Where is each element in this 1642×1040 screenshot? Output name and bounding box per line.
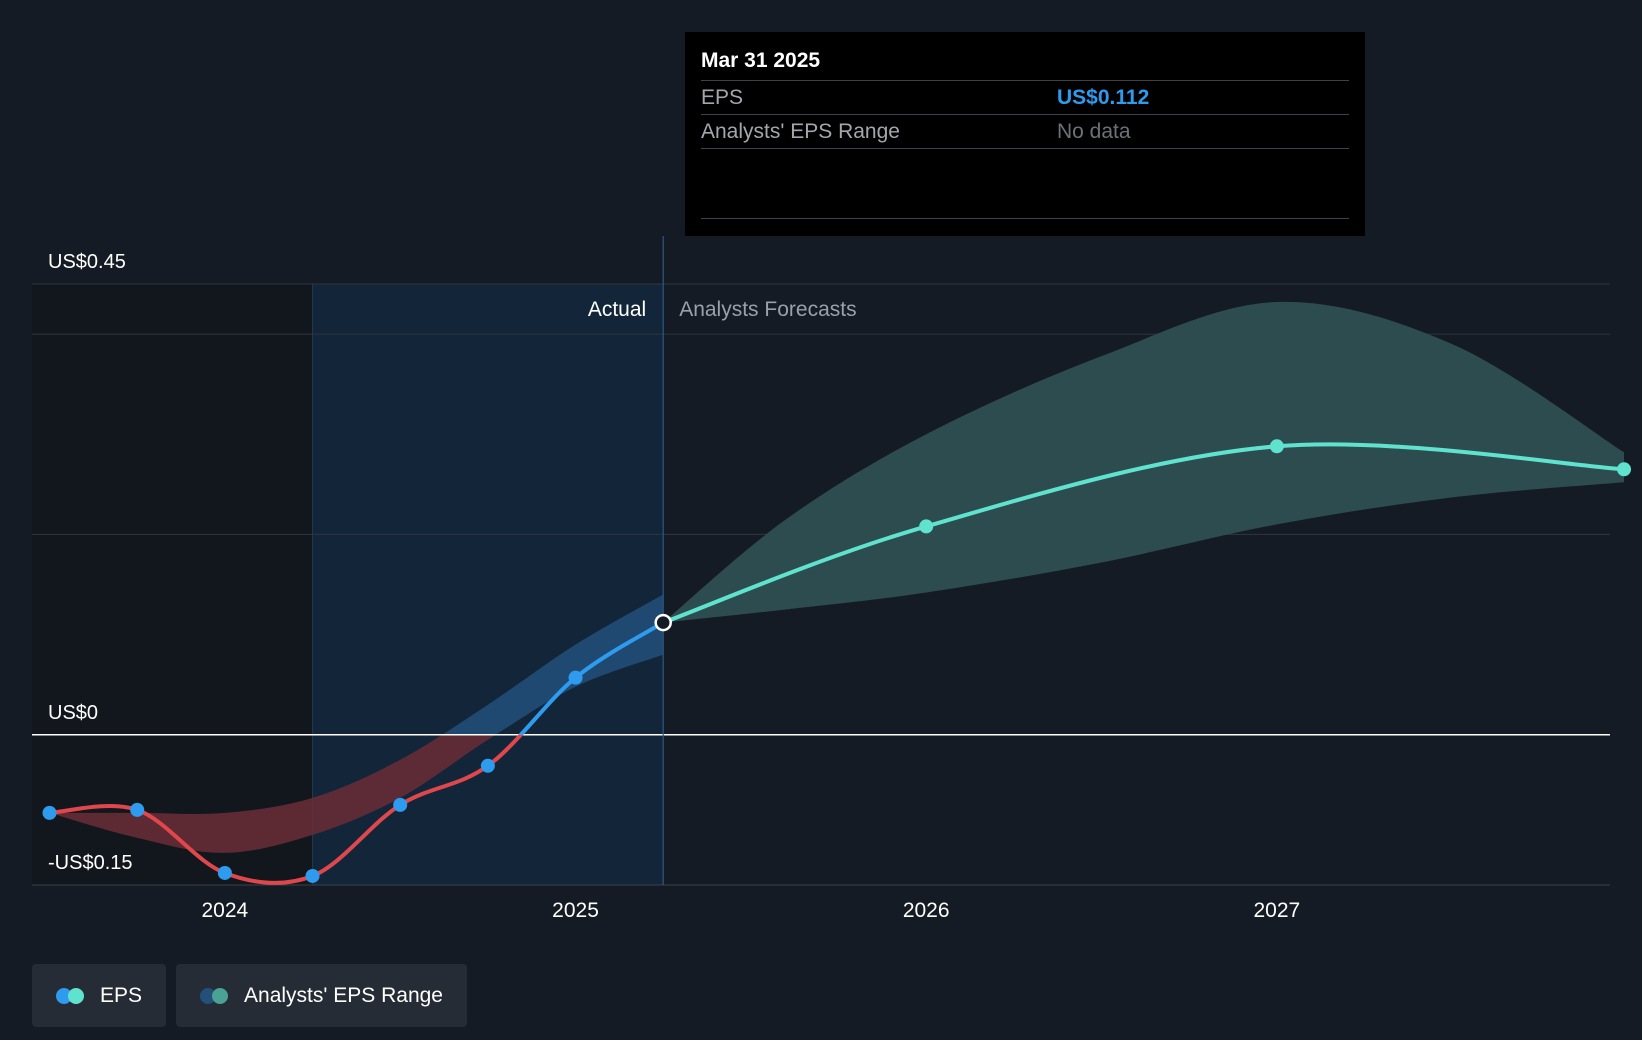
tooltip-eps-value: US$0.112 <box>1057 86 1150 109</box>
legend-label-range: Analysts' EPS Range <box>244 983 443 1007</box>
tooltip-range-label: Analysts' EPS Range <box>701 120 900 143</box>
eps-forecast-point <box>1269 439 1284 454</box>
y-tick-label: US$0 <box>48 702 98 724</box>
forecast-region-label: Analysts Forecasts <box>679 298 856 321</box>
tooltip-row-eps: EPS US$0.112 <box>701 81 1349 115</box>
legend: EPS Analysts' EPS Range <box>32 964 467 1027</box>
eps-forecast-point <box>919 519 934 534</box>
past-range-band-positive <box>442 594 664 735</box>
legend-item-range[interactable]: Analysts' EPS Range <box>176 964 467 1027</box>
y-tick-label: US$0.45 <box>48 251 126 273</box>
eps-actual-line-positive <box>518 620 666 735</box>
tooltip-divider <box>701 218 1349 219</box>
eps-actual-point <box>393 797 408 812</box>
tooltip-eps-label: EPS <box>701 86 744 109</box>
eps-actual-point <box>568 670 583 685</box>
range-legend-icon <box>200 987 230 1004</box>
eps-forecast-point <box>1617 462 1632 477</box>
past-background <box>32 284 313 885</box>
tooltip-row-range: Analysts' EPS Range No data <box>701 115 1349 149</box>
tooltip-range-value: No data <box>1057 120 1131 143</box>
forecast-range-band <box>663 301 1624 623</box>
eps-actual-point <box>42 805 57 820</box>
eps-actual-line-negative <box>47 734 524 885</box>
legend-label-eps: EPS <box>100 983 143 1007</box>
x-tick-label: 2024 <box>202 899 249 922</box>
eps-actual-point <box>130 802 145 817</box>
eps-actual-point <box>217 865 232 880</box>
eps-selected-point <box>654 613 672 632</box>
x-tick-label: 2025 <box>552 899 599 922</box>
eps-forecast-line <box>661 442 1626 625</box>
tooltip-date: Mar 31 2025 <box>701 49 1349 81</box>
x-tick-label: 2027 <box>1254 899 1301 922</box>
eps-actual-point <box>480 758 495 773</box>
actual-region-label: Actual <box>588 298 646 321</box>
tooltip: Mar 31 2025 EPS US$0.112 Analysts' EPS R… <box>685 32 1365 236</box>
y-tick-label: -US$0.15 <box>48 852 133 874</box>
legend-item-eps[interactable]: EPS <box>32 964 167 1027</box>
x-tick-label: 2026 <box>903 899 950 922</box>
eps-actual-point <box>305 868 320 883</box>
eps-legend-icon <box>56 987 86 1004</box>
